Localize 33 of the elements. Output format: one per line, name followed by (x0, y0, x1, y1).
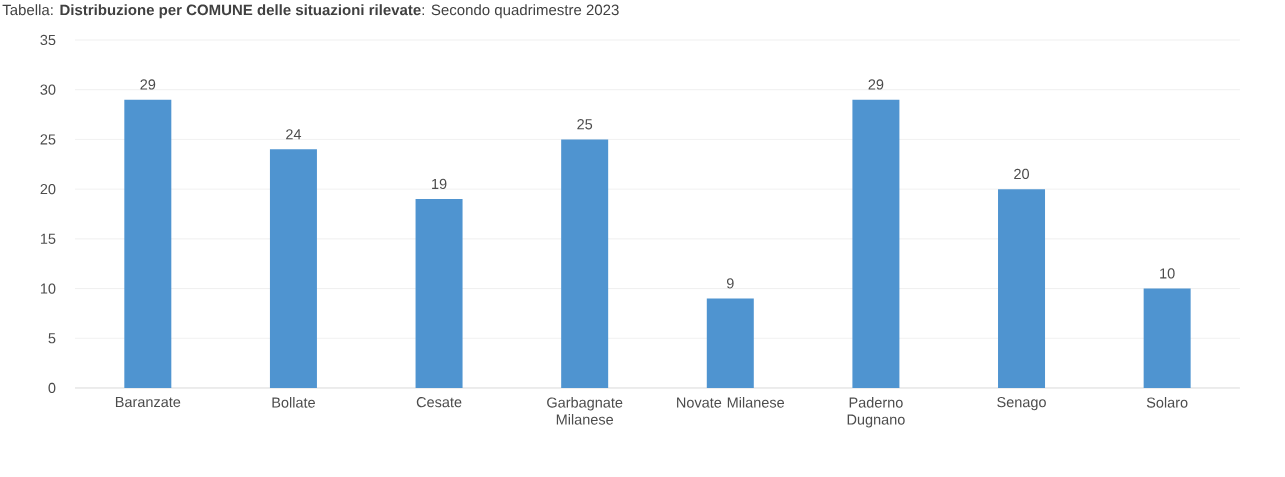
bar (706, 298, 754, 388)
bar (1143, 288, 1191, 388)
chart-title: Tabella: Distribuzione per COMUNE delle situazioni rilevate: Secondo quadrimestre 2023 (2, 4, 619, 19)
bar (852, 99, 900, 388)
bar (415, 199, 463, 388)
data-label: 24 (286, 129, 302, 140)
data-label: 19 (432, 178, 447, 190)
data-label: 25 (577, 119, 593, 130)
bar (561, 139, 609, 388)
y-tick-label: 25 (40, 134, 56, 145)
y-tick-label: 20 (40, 184, 56, 195)
x-tick-label: Cesate (416, 397, 462, 408)
data-label: 29 (140, 79, 156, 90)
y-tick-label: 30 (40, 84, 56, 95)
y-tick-label: 10 (40, 283, 56, 294)
x-tick-label: Baranzate (115, 397, 181, 408)
y-tick-label: 35 (40, 34, 56, 46)
x-tick-label: Bollate (272, 397, 315, 408)
data-label: 29 (868, 79, 884, 90)
bar (124, 99, 172, 388)
x-tick-label: Novate Milanese (677, 397, 785, 408)
data-label: 9 (726, 278, 734, 289)
x-tick-label: Garbagnate Milanese (547, 397, 623, 425)
y-tick-label: 0 (48, 382, 56, 394)
x-tick-label: Paderno Dugnano (847, 397, 905, 428)
data-label: 20 (1014, 168, 1030, 180)
y-tick-label: 15 (40, 233, 56, 244)
x-tick-label: Solaro (1146, 397, 1188, 408)
x-tick-label: Senago (997, 397, 1046, 411)
bar (998, 189, 1046, 388)
data-label: 10 (1160, 268, 1175, 279)
y-tick-label: 5 (48, 333, 56, 344)
bar (269, 149, 317, 388)
